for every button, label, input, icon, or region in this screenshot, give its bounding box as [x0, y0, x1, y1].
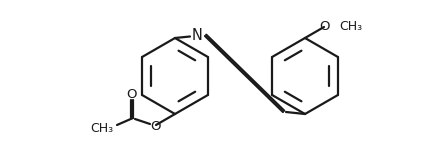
Text: O: O	[320, 19, 330, 33]
Text: CH₃: CH₃	[339, 19, 362, 33]
Text: N: N	[192, 28, 203, 43]
Text: O: O	[126, 88, 136, 101]
Text: O: O	[150, 119, 160, 133]
Text: CH₃: CH₃	[90, 122, 113, 134]
